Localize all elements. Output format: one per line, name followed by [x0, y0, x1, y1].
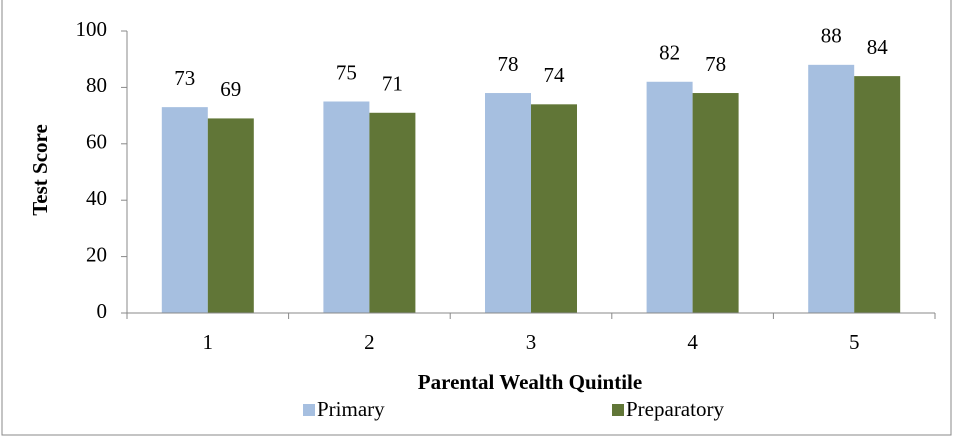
x-axis-label: Parental Wealth Quintile — [418, 370, 642, 394]
bar — [161, 107, 208, 313]
bar — [854, 76, 901, 314]
data-label: 74 — [544, 63, 566, 87]
data-label: 71 — [382, 72, 403, 96]
y-tick-label: 0 — [97, 299, 108, 323]
data-label: 75 — [336, 60, 357, 84]
x-tick-label: 3 — [526, 330, 537, 354]
x-tick-label: 4 — [687, 330, 698, 354]
legend-label: Primary — [317, 397, 385, 421]
data-label: 82 — [659, 41, 680, 65]
y-axis-label: Test Score — [28, 124, 52, 216]
data-label: 88 — [821, 24, 842, 48]
data-label: 84 — [867, 35, 889, 59]
bar — [531, 104, 577, 313]
y-tick-label: 40 — [86, 186, 107, 210]
bar — [646, 81, 693, 313]
x-tick-label: 2 — [364, 330, 375, 354]
data-label: 78 — [705, 52, 726, 76]
legend-swatch — [303, 404, 315, 416]
bar — [323, 101, 370, 313]
y-tick-label: 80 — [86, 73, 107, 97]
bar — [207, 118, 254, 313]
y-tick-label: 60 — [86, 130, 107, 154]
y-tick-label: 100 — [76, 17, 108, 41]
y-tick-label: 20 — [86, 242, 107, 266]
data-label: 73 — [174, 66, 195, 90]
x-tick-label: 1 — [203, 330, 214, 354]
x-tick-label: 5 — [849, 330, 860, 354]
legend-swatch — [612, 404, 624, 416]
data-label: 69 — [220, 77, 241, 101]
bar — [485, 93, 531, 313]
legend-label: Preparatory — [626, 397, 724, 421]
data-label: 78 — [498, 52, 519, 76]
bar — [808, 64, 855, 313]
bar — [692, 93, 739, 313]
bar — [369, 112, 416, 313]
